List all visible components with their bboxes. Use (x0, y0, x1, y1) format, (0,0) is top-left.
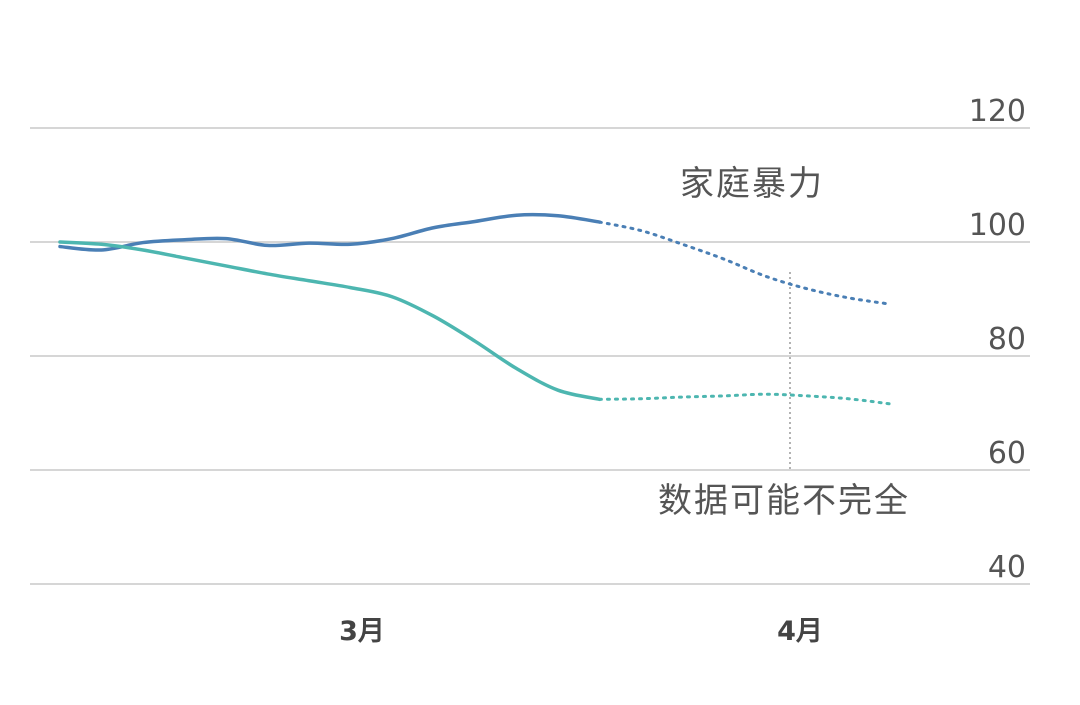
series-line-other-incomplete (598, 392, 892, 406)
gridlines (30, 127, 1030, 585)
x-tick-label: 4月 (777, 616, 823, 647)
series-label-domestic-violence: 家庭暴力 (680, 164, 824, 204)
series-line-domestic-violence (58, 212, 602, 252)
x-tick-label: 3月 (339, 616, 385, 647)
y-tick-label: 60 (988, 436, 1026, 471)
y-tick-label: 100 (969, 208, 1026, 243)
y-tick-label: 40 (988, 550, 1026, 585)
y-tick-label: 120 (969, 94, 1026, 129)
series-line-other (58, 240, 602, 402)
series-line-domestic-violence-incomplete (598, 220, 892, 306)
x-axis-ticks: 3月 4月 (339, 616, 823, 647)
incomplete-data-note: 数据可能不完全 (658, 481, 910, 521)
series-lines (58, 212, 892, 406)
y-tick-label: 80 (988, 322, 1026, 357)
y-axis-ticks: 40 60 80 100 120 (969, 94, 1026, 585)
